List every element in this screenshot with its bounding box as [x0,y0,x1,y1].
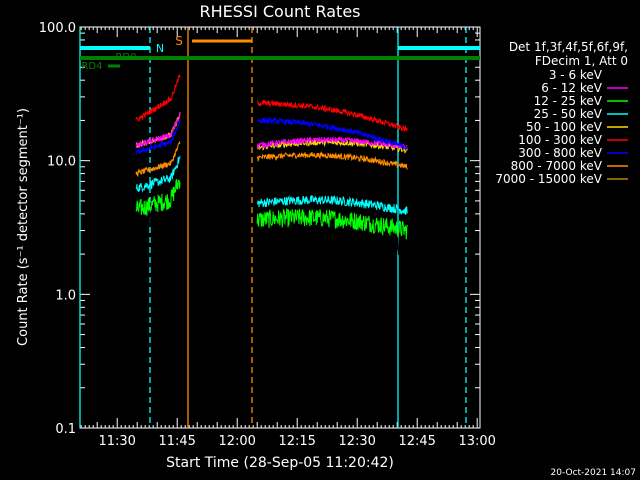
legend-label: 12 - 25 keV [534,94,603,108]
series-line [256,116,408,150]
flag-annotation: N [156,42,164,55]
legend: Det 1f,3f,4f,5f,6f,9f, FDecim 1, Att 0 3… [495,40,628,186]
legend-label: 7000 - 15000 keV [495,172,602,186]
legend-label: 6 - 12 keV [541,81,603,95]
x-tick-label: 13:00 [458,434,495,449]
x-tick-label: 11:45 [158,434,195,449]
x-tick-label: 12:00 [218,434,255,449]
y-tick-label: 1.0 [55,288,76,303]
x-tick-label: 12:15 [278,434,315,449]
x-tick-label: 12:30 [338,434,375,449]
y-tick-label: 0.1 [55,422,76,437]
legend-label: 3 - 6 keV [549,68,603,82]
series-line [135,112,181,149]
y-tick-label: 10.0 [47,155,76,170]
flag-annotation: RD4 [81,61,102,72]
legend-header-line1: Det 1f,3f,4f,5f,6f,9f, [509,40,628,54]
legend-label: 50 - 100 keV [526,120,603,134]
y-tick-label: 100.0 [39,21,76,36]
series-line [256,99,408,132]
legend-label: 300 - 800 keV [518,146,602,160]
series-line [135,181,181,227]
footer-timestamp: 20-Oct-2021 14:07 [551,468,636,478]
series-line [135,178,181,216]
plot-area: 0.1 1.0 10.0 100.0 11:30 11:45 12:00 12:15 12:30… [39,21,496,449]
y-axis-label: Count Rate (s⁻¹ detector segment⁻¹) [16,108,31,346]
legend-header-line2: FDecim 1, Att 0 [535,54,628,68]
legend-label: 100 - 300 keV [518,133,602,147]
series-line [256,208,408,240]
series-line [135,74,181,122]
flag-annotation: S [175,34,183,48]
series-line [256,136,408,150]
x-axis-label: Start Time (28-Sep-05 11:20:42) [166,455,394,471]
series-line [256,194,408,216]
x-tick-label: 11:30 [98,434,135,449]
series-line [135,155,181,193]
flag-annotation: RD0 [115,52,136,63]
series-line [256,151,408,170]
x-tick-label: 12:45 [398,434,435,449]
series-line [135,120,181,155]
legend-label: 800 - 7000 keV [511,159,603,173]
legend-label: 25 - 50 keV [534,107,603,121]
series-line [135,140,181,178]
chart-title: RHESSI Count Rates [200,2,361,21]
